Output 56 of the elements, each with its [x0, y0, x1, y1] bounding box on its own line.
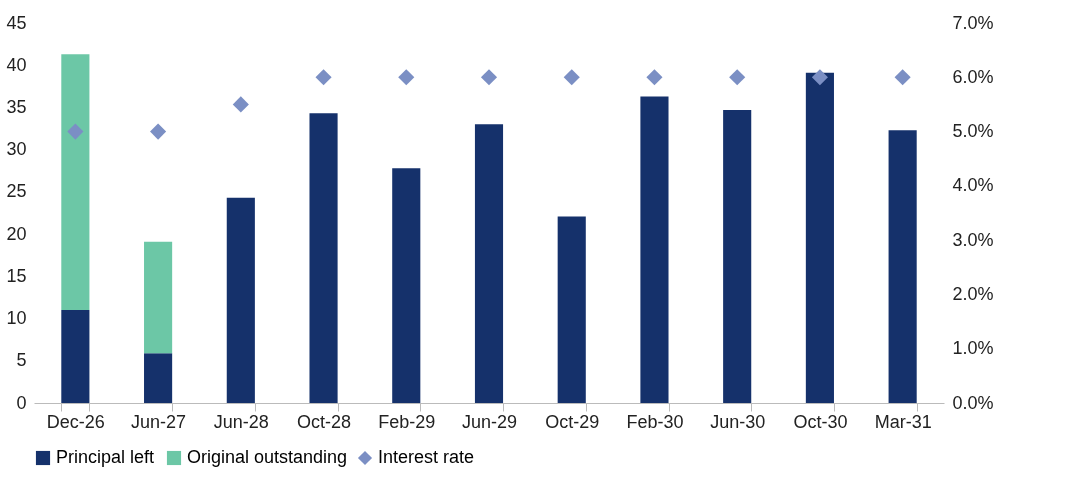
bar — [61, 54, 90, 311]
y2-tick-label: 7.0% — [952, 12, 994, 33]
y2-tick-label: 6.0% — [952, 66, 994, 87]
bar — [723, 109, 752, 403]
y2-tick-label: 0.0% — [952, 392, 994, 413]
legend-label: Interest rate — [378, 447, 475, 467]
x-tick-label: Oct-30 — [793, 411, 848, 432]
point — [563, 69, 580, 86]
point — [894, 69, 911, 86]
bar — [640, 96, 669, 403]
y2-tick-label: 5.0% — [952, 121, 994, 142]
y-tick-label: 0 — [16, 392, 27, 413]
point — [232, 96, 249, 113]
bar — [805, 72, 834, 403]
point — [811, 69, 828, 86]
legend-label: Original outstanding — [187, 447, 348, 467]
y-tick-label: 45 — [6, 12, 27, 33]
point — [729, 69, 746, 86]
bar — [557, 216, 586, 403]
legend-label: Principal left — [56, 447, 155, 467]
x-tick-label: Jun-29 — [461, 411, 518, 432]
y2-tick-label: 2.0% — [952, 283, 994, 304]
x-tick-label: Oct-29 — [545, 411, 600, 432]
y2-tick-label: 1.0% — [952, 338, 994, 359]
x-tick-label: Oct-28 — [297, 411, 352, 432]
y-tick-label: 40 — [6, 54, 27, 75]
x-tick-label: Mar-31 — [874, 411, 932, 432]
y-tick-label: 10 — [6, 308, 27, 329]
x-tick-label: Feb-30 — [626, 411, 684, 432]
x-tick-label: Jun-27 — [131, 411, 187, 432]
x-tick-label: Dec-26 — [46, 411, 105, 432]
bar — [474, 124, 504, 403]
point — [480, 69, 498, 86]
y-tick-label: 15 — [6, 265, 27, 286]
x-tick-label: Feb-29 — [378, 411, 436, 432]
bar — [61, 310, 90, 403]
point — [67, 123, 84, 140]
bar — [144, 241, 173, 354]
bar — [309, 113, 338, 403]
x-tick-label: Jun-30 — [710, 411, 766, 432]
y2-tick-label: 4.0% — [952, 175, 994, 196]
y2-tick-label: 3.0% — [952, 229, 994, 250]
point — [646, 69, 663, 86]
point — [150, 123, 167, 140]
bar — [226, 197, 255, 403]
y-tick-label: 20 — [6, 223, 27, 244]
y-tick-label: 30 — [6, 139, 27, 160]
point — [315, 69, 332, 86]
y-tick-label: 35 — [6, 96, 27, 117]
y-tick-label: 25 — [6, 181, 27, 202]
point — [398, 69, 415, 86]
bar — [144, 353, 173, 403]
bar — [392, 168, 421, 403]
x-tick-label: Jun-28 — [213, 411, 269, 432]
y-tick-label: 5 — [16, 350, 27, 371]
bar — [888, 130, 917, 403]
